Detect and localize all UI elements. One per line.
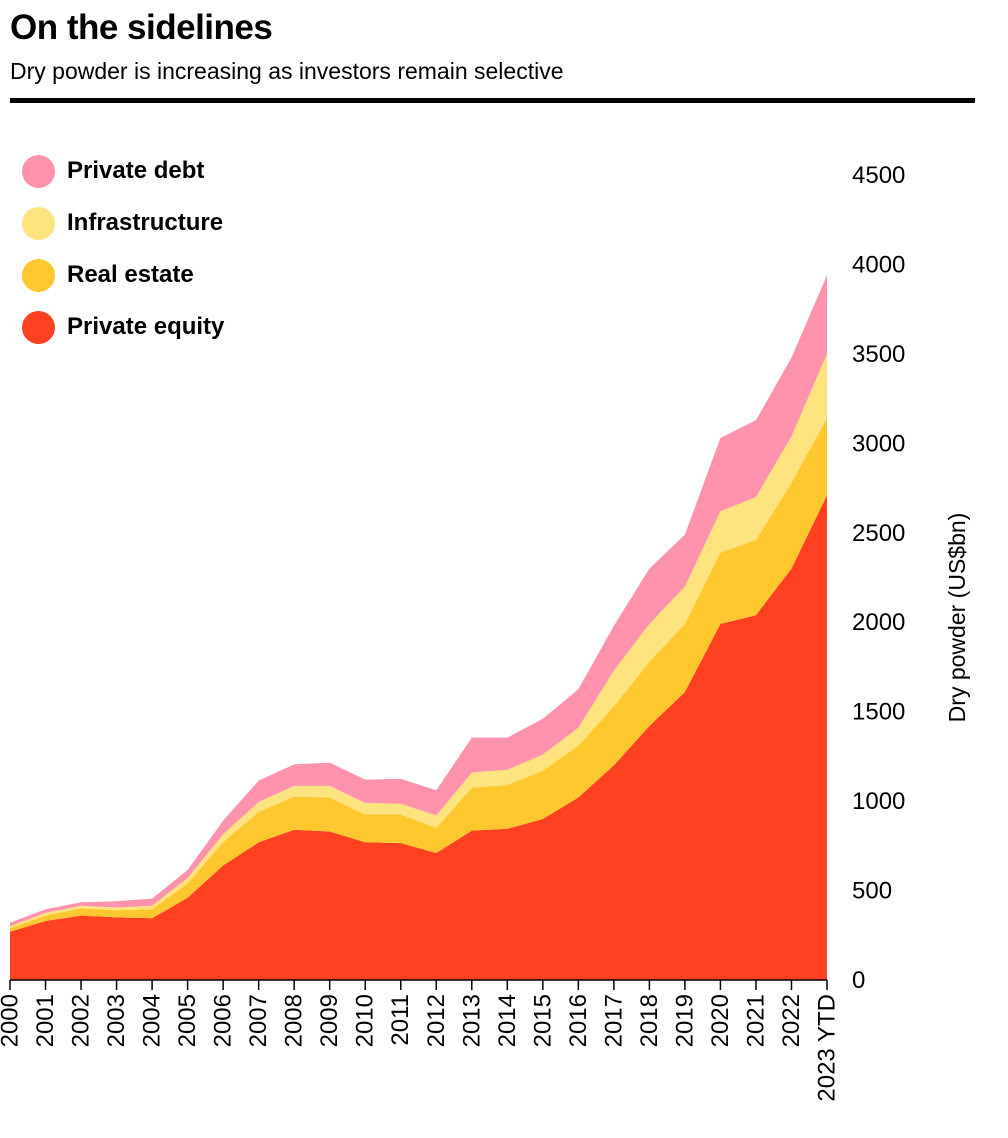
y-tick-label: 4000 <box>852 251 905 278</box>
chart-subtitle: Dry powder is increasing as investors re… <box>10 58 564 84</box>
x-tick-label: 2014 <box>494 994 521 1047</box>
x-tick-label: 2020 <box>707 994 734 1047</box>
y-tick-label: 3500 <box>852 341 905 368</box>
x-tick-label: 2001 <box>32 994 59 1047</box>
x-tick-label: 2007 <box>245 994 272 1047</box>
x-tick-label: 2008 <box>281 994 308 1047</box>
legend: Private debt Infrastructure Real estate … <box>22 145 224 353</box>
x-tick-label: 2022 <box>778 994 805 1047</box>
x-tick-label: 2010 <box>352 994 379 1047</box>
legend-item-real-estate: Real estate <box>22 249 224 301</box>
chart-title: On the sidelines <box>10 8 273 47</box>
title-divider <box>10 98 975 103</box>
y-tick-label: 0 <box>852 967 865 994</box>
legend-item-infrastructure: Infrastructure <box>22 197 224 249</box>
y-tick-label: 2000 <box>852 609 905 636</box>
legend-label-infrastructure: Infrastructure <box>67 209 224 236</box>
legend-swatch-real-estate <box>22 258 55 292</box>
x-tick-label: 2000 <box>0 994 24 1047</box>
x-tick-label: 2018 <box>636 994 663 1047</box>
area-private-debt <box>10 275 827 927</box>
x-tick-label: 2015 <box>529 994 556 1047</box>
legend-item-private-equity: Private equity <box>22 301 224 353</box>
x-tick-label: 2012 <box>423 994 450 1047</box>
x-tick-label: 2009 <box>316 994 343 1047</box>
x-tick-label: 2005 <box>174 994 201 1047</box>
area-real-estate <box>10 418 827 932</box>
legend-swatch-private-debt <box>22 154 55 188</box>
y-axis-label: Dry powder (US$bn) <box>944 513 970 723</box>
x-tick-label: 2006 <box>210 994 237 1047</box>
x-tick-label: 2023 YTD <box>814 994 841 1102</box>
y-tick-label: 500 <box>852 878 892 905</box>
x-tick-label: 2003 <box>103 994 130 1047</box>
legend-swatch-private-equity <box>22 310 55 344</box>
legend-label-real-estate: Real estate <box>67 261 194 288</box>
x-tick-label: 2004 <box>139 994 166 1047</box>
y-tick-label: 2500 <box>852 520 905 547</box>
x-tick-label: 2017 <box>600 994 627 1047</box>
area-infrastructure <box>10 353 827 929</box>
x-tick-label: 2013 <box>458 994 485 1047</box>
x-tick-label: 2021 <box>742 994 769 1047</box>
y-tick-label: 1000 <box>852 788 905 815</box>
legend-label-private-debt: Private debt <box>67 157 205 184</box>
x-tick-label: 2016 <box>565 994 592 1047</box>
y-tick-label: 1500 <box>852 699 905 726</box>
y-tick-label: 4500 <box>852 162 905 189</box>
x-tick-label: 2019 <box>671 994 698 1047</box>
legend-label-private-equity: Private equity <box>67 313 225 340</box>
x-tick-label: 2011 <box>387 994 414 1046</box>
x-tick-label: 2002 <box>68 994 95 1047</box>
legend-swatch-infrastructure <box>22 206 55 240</box>
legend-item-private-debt: Private debt <box>22 145 224 197</box>
y-tick-label: 3000 <box>852 430 905 457</box>
area-private-equity <box>10 495 827 980</box>
